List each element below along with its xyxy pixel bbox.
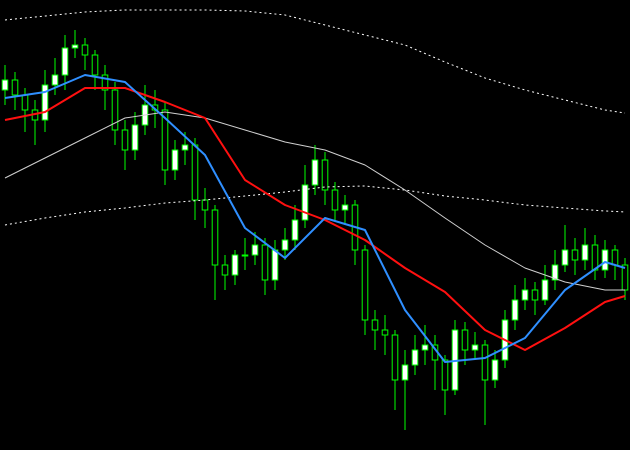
candle-body	[561, 249, 569, 266]
candle-body	[601, 249, 609, 271]
candle-body	[471, 344, 479, 351]
candle-body	[491, 359, 499, 381]
candle-body	[391, 334, 399, 381]
candle-body	[621, 264, 629, 291]
candle-body	[121, 129, 129, 151]
candle-body	[321, 159, 329, 191]
candle-body	[521, 289, 529, 301]
candle-body	[281, 239, 289, 251]
candle-body	[181, 144, 189, 151]
indicator-line	[4, 111, 625, 291]
indicator-line	[4, 74, 626, 363]
candle-body	[241, 254, 249, 257]
candle-body	[481, 344, 489, 381]
indicator-line	[4, 185, 626, 226]
candle-body	[71, 44, 79, 49]
candle-body	[291, 219, 299, 241]
candle-body	[81, 44, 89, 56]
candle-body	[221, 264, 229, 276]
candle-body	[161, 109, 169, 171]
candle-body	[571, 249, 579, 261]
candle-body	[361, 249, 369, 321]
candle-body	[341, 204, 349, 211]
candle-body	[1, 79, 9, 91]
candle-body	[411, 349, 419, 366]
indicator-line	[4, 9, 626, 114]
candle-body	[51, 74, 59, 86]
candle-body	[551, 264, 559, 281]
candle-body	[511, 299, 519, 321]
candle-body	[591, 244, 599, 271]
candle-body	[541, 279, 549, 301]
candle-body	[131, 124, 139, 151]
candle-body	[251, 244, 259, 256]
candle-body	[261, 244, 269, 281]
candle-body	[11, 79, 19, 96]
candle-body	[271, 249, 279, 281]
candle-body	[21, 94, 29, 111]
indicator-line	[4, 87, 626, 351]
candle-body	[41, 84, 49, 121]
candle-body	[421, 344, 429, 351]
candle-body	[461, 329, 469, 351]
candle-body	[201, 199, 209, 211]
candle-body	[531, 289, 539, 301]
candle-body	[301, 184, 309, 221]
candle-body	[371, 319, 379, 331]
candle-body	[101, 74, 109, 91]
candle-body	[611, 249, 619, 266]
candle-body	[401, 364, 409, 381]
candle-body	[441, 359, 449, 391]
candle-body	[311, 159, 319, 186]
candle-body	[191, 144, 199, 201]
candle-body	[581, 244, 589, 261]
candle-body	[231, 254, 239, 276]
candle-body	[381, 329, 389, 336]
candle-body	[171, 149, 179, 171]
candle-body	[211, 209, 219, 266]
candle-body	[111, 89, 119, 131]
candle-body	[61, 47, 69, 76]
candle-body	[91, 54, 99, 76]
candle-body	[331, 189, 339, 211]
